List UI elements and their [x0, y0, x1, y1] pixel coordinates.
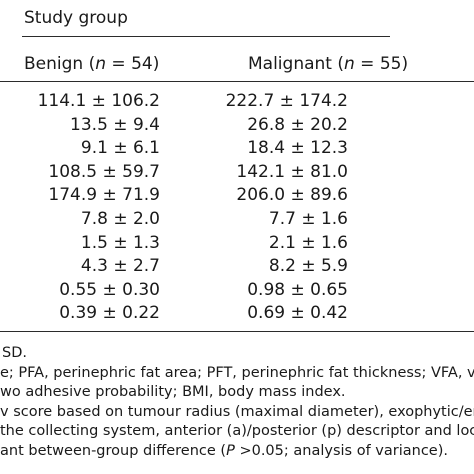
benign-value: 0.39 ± 0.22	[59, 303, 160, 324]
footnote-text: >0.05; analysis of variance).	[234, 442, 448, 459]
benign-value: 174.9 ± 71.9	[48, 185, 160, 206]
benign-value: 108.5 ± 59.7	[48, 161, 160, 182]
malignant-value: 8.2 ± 5.9	[268, 256, 348, 277]
header-rule-top	[22, 36, 390, 37]
table-row: 0.39 ± 0.22 0.69 ± 0.42	[0, 302, 474, 326]
study-group-heading: Study group	[24, 8, 128, 28]
malignant-value: 0.98 ± 0.65	[247, 279, 348, 300]
table-row: 114.1 ± 106.2 222.7 ± 174.2	[0, 90, 474, 114]
table-bottom-rule	[0, 331, 474, 332]
benign-value: 114.1 ± 106.2	[37, 91, 160, 111]
table-row: 1.5 ± 1.3 2.1 ± 1.6	[0, 232, 474, 256]
malignant-column-header: Malignant (n = 55)	[248, 53, 408, 75]
malignant-value: 142.1 ± 81.0	[236, 161, 348, 182]
footnote-line: the collecting system, anterior (a)/post…	[0, 423, 474, 440]
malignant-n-symbol: n	[344, 54, 355, 74]
benign-value: 9.1 ± 6.1	[80, 138, 160, 159]
benign-value: 13.5 ± 9.4	[70, 114, 160, 135]
benign-label-post: = 54)	[106, 54, 160, 74]
footnote-line: v score based on tumour radius (maximal …	[0, 403, 474, 420]
table-row: 13.5 ± 9.4 26.8 ± 20.2	[0, 114, 474, 138]
malignant-value: 206.0 ± 89.6	[236, 185, 348, 206]
malignant-label-post: = 55)	[354, 54, 409, 74]
benign-value: 4.3 ± 2.7	[80, 256, 160, 277]
footnote-text: ant between-group difference (	[0, 442, 227, 459]
malignant-value: 26.8 ± 20.2	[247, 114, 348, 135]
table-row: 7.8 ± 2.0 7.7 ± 1.6	[0, 208, 474, 232]
benign-value: 0.55 ± 0.30	[59, 279, 160, 300]
table-row: 174.9 ± 71.9 206.0 ± 89.6	[0, 184, 474, 208]
benign-n-symbol: n	[95, 54, 107, 74]
header-rule-bottom	[0, 81, 474, 82]
benign-value: 1.5 ± 1.3	[80, 232, 160, 253]
table-row: 9.1 ± 6.1 18.4 ± 12.3	[0, 137, 474, 161]
footnote-line: wo adhesive probability; BMI, body mass …	[0, 384, 346, 401]
table-row: 108.5 ± 59.7 142.1 ± 81.0	[0, 161, 474, 185]
p-value-symbol: P	[226, 442, 235, 459]
malignant-value: 7.7 ± 1.6	[268, 208, 348, 229]
malignant-value: 222.7 ± 174.2	[225, 91, 348, 111]
table-body: 114.1 ± 106.2 222.7 ± 174.2 13.5 ± 9.4 2…	[0, 90, 474, 326]
benign-column-header: Benign (n = 54)	[24, 53, 159, 75]
malignant-value: 18.4 ± 12.3	[247, 138, 348, 159]
table-row: 4.3 ± 2.7 8.2 ± 5.9	[0, 255, 474, 279]
malignant-label-pre: Malignant (	[248, 54, 344, 74]
footnote-line: ant between-group difference (P >0.05; a…	[0, 442, 474, 462]
footnote-line: SD.	[2, 345, 27, 361]
malignant-value: 0.69 ± 0.42	[247, 303, 348, 324]
table-footnotes: SD. e; PFA, perinephric fat area; PFT, p…	[0, 344, 474, 462]
malignant-value: 2.1 ± 1.6	[268, 232, 348, 253]
footnote-line: e; PFA, perinephric fat area; PFT, perin…	[0, 364, 474, 381]
benign-label-pre: Benign (	[24, 54, 96, 74]
benign-value: 7.8 ± 2.0	[80, 208, 160, 229]
table-row: 0.55 ± 0.30 0.98 ± 0.65	[0, 279, 474, 303]
